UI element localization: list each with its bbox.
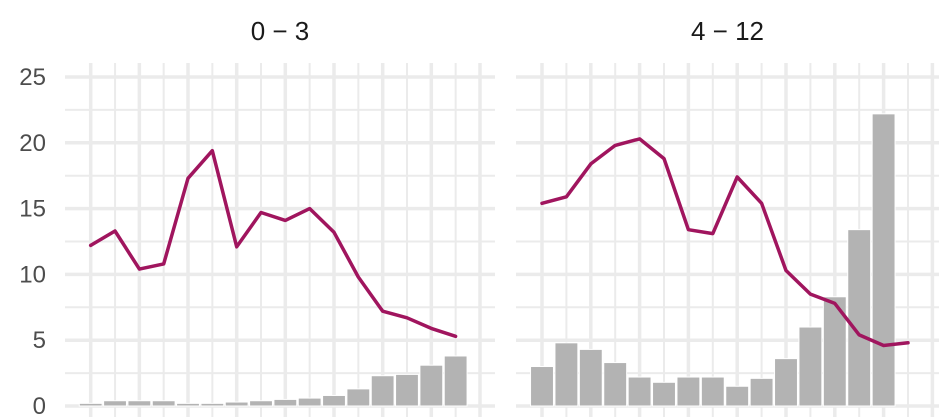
- line-series: [540, 137, 910, 348]
- bar: [176, 402, 200, 407]
- series-line: [540, 137, 910, 348]
- bar-series: [78, 355, 468, 407]
- bar: [871, 113, 896, 407]
- bar: [443, 355, 468, 407]
- bar: [603, 362, 628, 407]
- bar: [578, 348, 603, 407]
- bar: [847, 229, 872, 407]
- bar: [700, 376, 725, 407]
- y-axis-tick-labels: 0 5 10 15 20 25: [19, 64, 46, 417]
- bar: [676, 376, 701, 407]
- bar: [346, 388, 371, 407]
- bar: [151, 400, 176, 407]
- bar: [749, 377, 774, 407]
- bar: [554, 342, 579, 407]
- bar: [798, 326, 823, 407]
- bar: [322, 394, 346, 407]
- facet-panel-4-12: 4 − 12: [516, 16, 939, 417]
- panel-gridlines: [65, 63, 495, 417]
- bar: [419, 364, 444, 407]
- bar: [774, 358, 798, 407]
- facet-title: 0 − 3: [251, 16, 310, 46]
- bar: [652, 381, 676, 407]
- bar: [200, 402, 225, 407]
- y-tick-label: 15: [19, 196, 46, 223]
- y-tick-label: 20: [19, 130, 46, 157]
- y-tick-label: 0: [33, 393, 46, 417]
- line-series: [88, 148, 458, 339]
- bar-series: [530, 113, 896, 407]
- bar: [627, 376, 652, 407]
- bar: [297, 397, 322, 407]
- y-tick-label: 10: [19, 261, 46, 288]
- series-line: [88, 148, 458, 339]
- bar: [127, 400, 152, 407]
- bar: [822, 296, 847, 407]
- bar: [395, 373, 419, 407]
- bar: [273, 398, 298, 407]
- bar: [370, 375, 395, 407]
- bar: [103, 400, 127, 407]
- bar: [249, 400, 273, 407]
- bar: [725, 385, 750, 407]
- bar: [530, 366, 554, 407]
- y-tick-label: 25: [19, 64, 46, 91]
- facet-title: 4 − 12: [691, 16, 764, 46]
- y-tick-label: 5: [33, 327, 46, 354]
- facet-panel-0-3: 0 − 3: [65, 16, 495, 417]
- bar: [224, 401, 249, 407]
- bar: [78, 402, 103, 407]
